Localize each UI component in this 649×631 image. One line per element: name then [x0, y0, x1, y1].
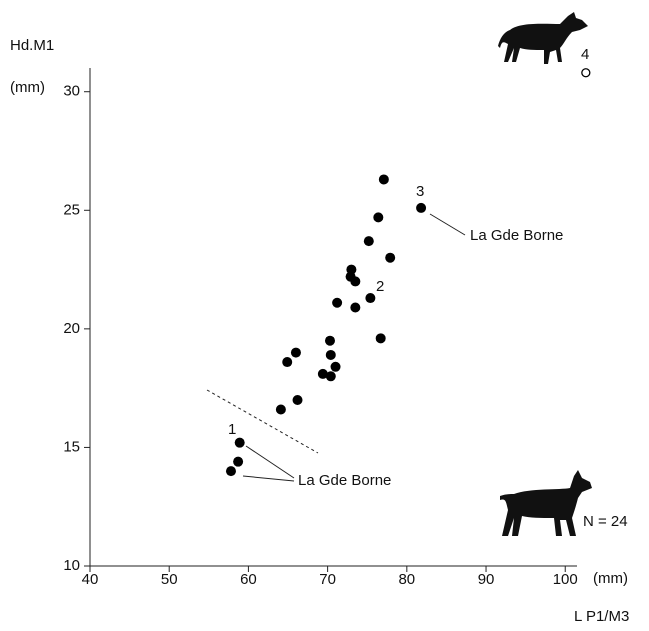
- data-point: [282, 357, 293, 368]
- data-point: [330, 361, 341, 372]
- x-tick-label: 100: [553, 571, 578, 588]
- data-point: [378, 174, 389, 185]
- data-point: [225, 466, 236, 477]
- data-point: [325, 371, 336, 382]
- data-point: [375, 333, 386, 344]
- y-tick-label: 20: [63, 320, 80, 337]
- y-tick-label: 25: [63, 201, 80, 218]
- x-tick-label: 70: [319, 571, 336, 588]
- point-label: 1: [228, 421, 236, 438]
- point-label: 4: [581, 46, 589, 63]
- x-axis-label: L P1/M3: [574, 608, 629, 625]
- wolf-icon: [498, 12, 588, 64]
- annotation-leader: [242, 475, 295, 482]
- data-point: [416, 202, 427, 213]
- y-tick-label: 15: [63, 438, 80, 455]
- data-point: [581, 68, 591, 78]
- n-label: N = 24: [583, 513, 628, 530]
- data-point: [350, 302, 361, 313]
- data-point: [275, 404, 286, 415]
- y-tick-label: 10: [63, 557, 80, 574]
- point-label: 3: [416, 183, 424, 200]
- data-point: [290, 347, 301, 358]
- data-point: [350, 276, 361, 287]
- y-axis-unit: (mm): [10, 79, 45, 96]
- data-point: [332, 297, 343, 308]
- data-point: [385, 252, 396, 263]
- x-tick-label: 60: [240, 571, 257, 588]
- data-point: [292, 395, 303, 405]
- data-point: [234, 437, 245, 448]
- annotation-leader: [429, 213, 466, 236]
- data-point: [363, 236, 374, 247]
- y-axis-label: Hd.M1: [10, 37, 54, 54]
- data-point: [365, 293, 376, 304]
- x-axis-unit: (mm): [593, 570, 628, 587]
- x-tick-label: 40: [82, 571, 99, 588]
- x-tick-label: 80: [398, 571, 415, 588]
- annotation: La Gde Borne: [298, 472, 391, 489]
- data-point: [324, 335, 335, 346]
- y-tick-label: 30: [63, 83, 80, 100]
- x-tick-label: 50: [161, 571, 178, 588]
- annotation: La Gde Borne: [470, 227, 563, 244]
- x-tick-label: 90: [478, 571, 495, 588]
- annotation-leader: [245, 445, 295, 479]
- data-point: [317, 368, 328, 379]
- data-point: [373, 212, 384, 223]
- data-point: [233, 456, 244, 467]
- dog-icon: [500, 470, 592, 536]
- point-label: 2: [376, 278, 384, 295]
- data-point: [325, 349, 336, 360]
